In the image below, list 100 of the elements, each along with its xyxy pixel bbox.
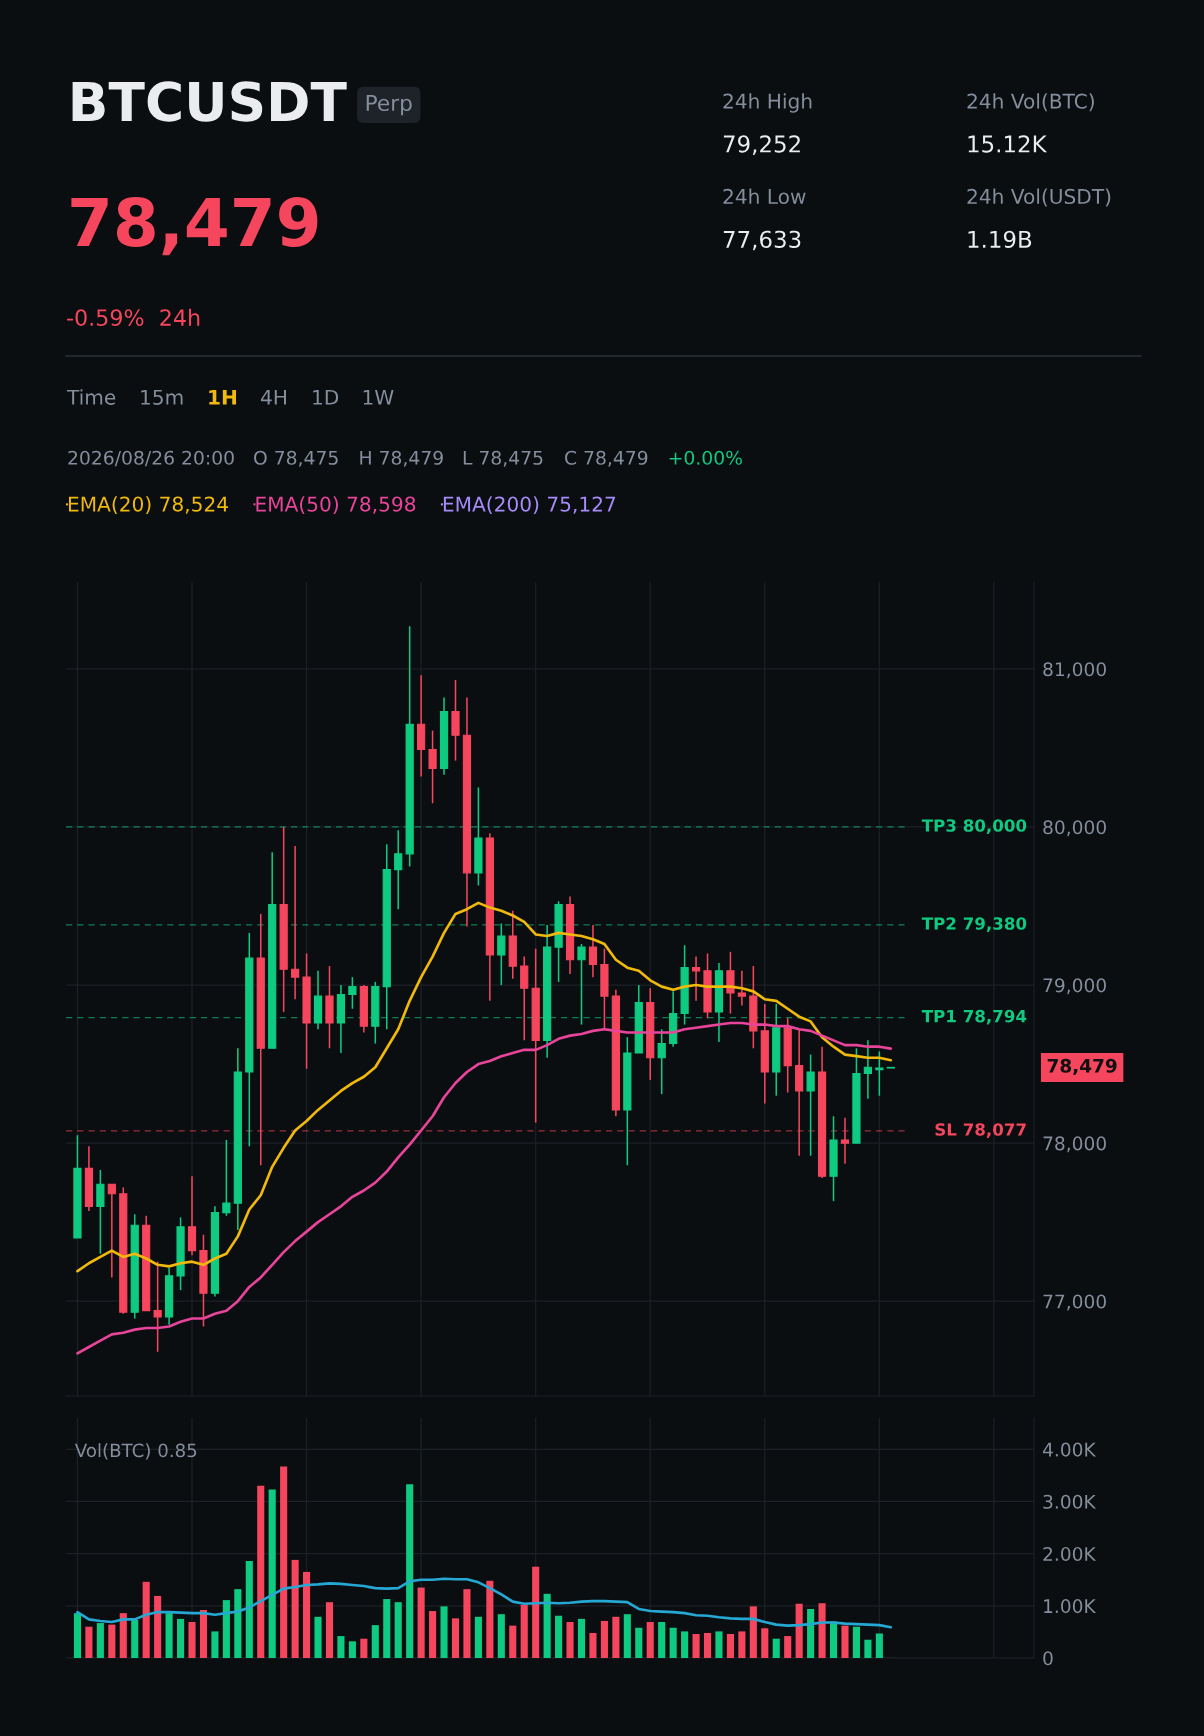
bar bbox=[497, 1614, 505, 1658]
bar bbox=[600, 1620, 608, 1658]
bar bbox=[394, 1602, 402, 1658]
candlestick bbox=[428, 729, 437, 805]
bar bbox=[852, 1626, 860, 1658]
bar bbox=[692, 1634, 700, 1658]
bar bbox=[486, 1580, 494, 1658]
candlestick bbox=[863, 1039, 872, 1100]
bar bbox=[291, 1559, 299, 1658]
candlestick bbox=[520, 955, 529, 1042]
bar bbox=[749, 1606, 757, 1658]
bar bbox=[325, 1602, 334, 1658]
y-tick-label: 4.00K bbox=[1042, 1442, 1097, 1457]
bar bbox=[864, 1639, 872, 1658]
bar bbox=[795, 1603, 803, 1658]
bar bbox=[703, 1632, 712, 1658]
candlestick bbox=[291, 845, 300, 1001]
bar bbox=[142, 1581, 150, 1658]
text: 2026/08/26 20:00 bbox=[68, 450, 234, 467]
bar bbox=[829, 1621, 838, 1658]
candlestick bbox=[222, 1139, 231, 1217]
y-tick-label: 1.00K bbox=[1044, 1599, 1097, 1614]
bar bbox=[303, 1571, 311, 1658]
bar bbox=[784, 1636, 792, 1658]
candlestick bbox=[348, 976, 357, 1010]
bar bbox=[383, 1599, 391, 1658]
bar bbox=[406, 1484, 414, 1658]
bar bbox=[337, 1636, 345, 1658]
bar bbox=[726, 1634, 734, 1658]
bar bbox=[681, 1631, 689, 1658]
y-tick-label: 0 bbox=[1043, 1651, 1053, 1666]
ref-line-label: TP1 78,794 bbox=[921, 1009, 1027, 1025]
candlestick bbox=[394, 829, 403, 910]
bar bbox=[761, 1628, 769, 1658]
y-tick-label: 80,000 bbox=[1043, 820, 1106, 837]
bar bbox=[715, 1631, 723, 1658]
candlestick bbox=[737, 970, 746, 1007]
text: O 78,475 bbox=[254, 450, 338, 467]
bar bbox=[577, 1618, 586, 1658]
bar bbox=[371, 1625, 379, 1658]
ref-line-label: SL 78,077 bbox=[935, 1123, 1026, 1138]
text: 1W bbox=[363, 389, 394, 405]
text: 15.12K bbox=[968, 135, 1048, 153]
bar bbox=[257, 1485, 265, 1658]
bar bbox=[85, 1626, 93, 1658]
bar bbox=[841, 1625, 849, 1658]
y-tick-label: 77,000 bbox=[1043, 1294, 1106, 1311]
y-tick-label: 79,000 bbox=[1043, 978, 1106, 995]
candlestick bbox=[451, 679, 460, 762]
bar bbox=[73, 1613, 82, 1658]
bar bbox=[429, 1611, 437, 1658]
bar bbox=[646, 1622, 654, 1658]
candlestick bbox=[107, 1183, 116, 1279]
bar bbox=[623, 1614, 631, 1658]
text: +0.00% bbox=[669, 450, 742, 465]
y-tick-label: 2.00K bbox=[1043, 1546, 1097, 1561]
text: 15m bbox=[141, 389, 183, 405]
bar bbox=[314, 1616, 322, 1658]
bar bbox=[875, 1633, 883, 1658]
line-series bbox=[76, 1577, 893, 1629]
candlestick bbox=[657, 1028, 666, 1095]
bar bbox=[669, 1627, 677, 1658]
candlestick bbox=[96, 1169, 105, 1255]
candlestick bbox=[497, 922, 506, 986]
text: 78,479 bbox=[71, 197, 318, 256]
bar bbox=[268, 1489, 276, 1658]
bar bbox=[463, 1589, 471, 1658]
candlestick bbox=[577, 943, 586, 1026]
text: 1D bbox=[313, 389, 339, 405]
bar bbox=[108, 1624, 116, 1658]
bar bbox=[417, 1587, 425, 1658]
candlestick bbox=[726, 951, 735, 1015]
text: 4H bbox=[260, 389, 286, 405]
bar bbox=[222, 1600, 230, 1658]
bar bbox=[280, 1466, 288, 1658]
text: 1H bbox=[209, 389, 237, 405]
text: C 78,479 bbox=[565, 450, 648, 467]
text: -0.59% 24h bbox=[67, 308, 200, 327]
bar bbox=[177, 1618, 185, 1658]
bar bbox=[658, 1622, 666, 1658]
text: 77,633 bbox=[723, 230, 801, 251]
bar bbox=[566, 1622, 574, 1658]
y-tick-label: 78,000 bbox=[1043, 1136, 1106, 1153]
bar bbox=[555, 1615, 563, 1658]
bar bbox=[119, 1613, 127, 1658]
text: L 78,475 bbox=[463, 450, 543, 467]
bar bbox=[348, 1641, 356, 1658]
bar bbox=[474, 1616, 482, 1658]
bar bbox=[807, 1608, 815, 1658]
bar bbox=[589, 1632, 597, 1658]
legend-label: EMA(50) 78,598 bbox=[256, 496, 416, 515]
bar bbox=[211, 1631, 219, 1658]
text: Time bbox=[66, 389, 116, 405]
bar bbox=[245, 1560, 253, 1658]
bar bbox=[165, 1613, 173, 1658]
ref-line-label: TP2 79,380 bbox=[921, 917, 1027, 932]
bar bbox=[738, 1631, 746, 1658]
candlestick bbox=[153, 1260, 162, 1353]
legend-label: EMA(200) 75,127 bbox=[443, 496, 616, 515]
ref-line-label: TP3 80,000 bbox=[921, 819, 1027, 834]
